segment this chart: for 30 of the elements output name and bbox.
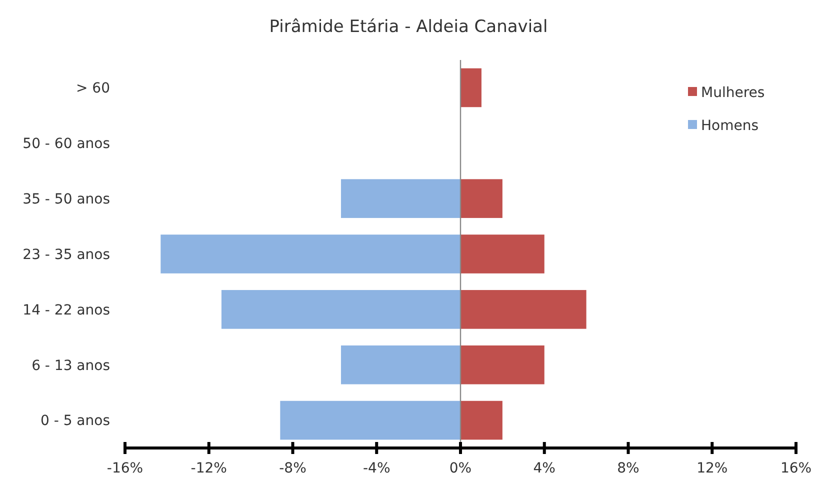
bar [460, 290, 586, 329]
bar [460, 345, 544, 384]
x-tick-label: 8% [617, 460, 640, 476]
y-tick-label: 6 - 13 anos [32, 358, 110, 374]
legend-label: Homens [701, 118, 759, 134]
y-tick-label: 14 - 22 anos [22, 302, 110, 318]
x-tick-label: -4% [362, 460, 390, 476]
x-tick-label: 0% [449, 460, 472, 476]
bar [340, 179, 460, 218]
bar [460, 400, 502, 440]
y-tick-label: 0 - 5 anos [40, 413, 110, 430]
y-tick-label: 35 - 50 anos [22, 191, 110, 208]
bar [460, 179, 502, 218]
bar [460, 68, 482, 108]
x-tick-label: 12% [696, 460, 728, 476]
chart-title: Pirâmide Etária - Aldeia Canavial [269, 17, 548, 37]
bar [460, 234, 544, 274]
x-tick-label: 4% [533, 460, 556, 476]
x-tick-label: -16% [106, 460, 144, 476]
y-tick-label: 50 - 60 anos [22, 136, 110, 152]
y-tick-label: 23 - 35 anos [22, 246, 110, 263]
x-tick-label: -8% [279, 460, 306, 476]
bar [340, 345, 460, 384]
bar [160, 234, 460, 274]
bar [280, 400, 460, 440]
legend-label: Mulheres [701, 84, 765, 101]
x-tick-label: 16% [780, 460, 812, 476]
bar [221, 290, 460, 329]
y-tick-label: > 60 [76, 80, 110, 97]
x-tick-label: -12% [190, 460, 227, 476]
